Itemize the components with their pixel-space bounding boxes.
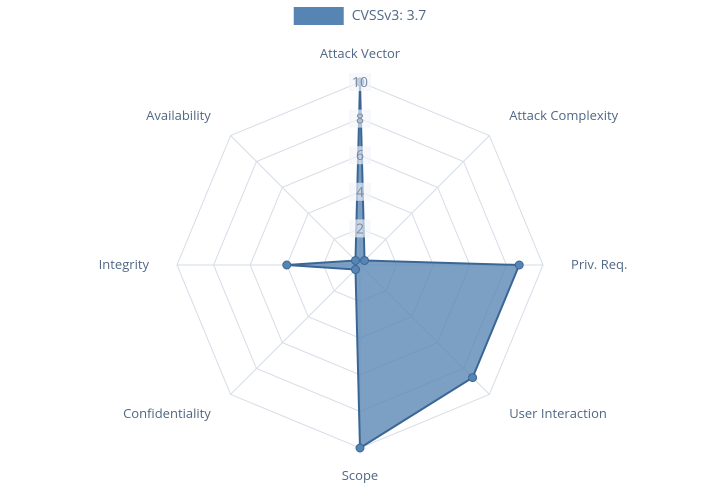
ring-tick-label: 4 <box>356 183 364 202</box>
axis-label: Scope <box>342 466 378 484</box>
ring-tick-label: 2 <box>356 219 364 238</box>
ring-tick-label: 6 <box>356 146 364 165</box>
axis-label: Integrity <box>99 255 150 273</box>
axis-label: Attack Vector <box>320 44 401 62</box>
series-marker <box>515 261 523 269</box>
axis-label: Availability <box>146 106 211 124</box>
ring-tick-label: 10 <box>352 73 368 92</box>
axis-label: Priv. Req. <box>571 255 627 273</box>
axis-label: Confidentiality <box>123 404 211 422</box>
axis-label: User Interaction <box>509 404 607 422</box>
axis-label: Attack Complexity <box>509 106 618 124</box>
series-marker <box>356 444 364 452</box>
radar-chart: Attack Vector Attack Complexity Priv. Req.… <box>0 0 720 504</box>
radar-chart-container: CVSSv3: 3.7 Attack VectorAttack Complexi… <box>0 0 720 504</box>
series-marker <box>351 266 359 274</box>
series-marker <box>283 261 291 269</box>
series-marker <box>361 256 369 264</box>
ring-tick-label: 8 <box>356 110 364 129</box>
series-marker <box>351 256 359 264</box>
series-marker <box>469 374 477 382</box>
